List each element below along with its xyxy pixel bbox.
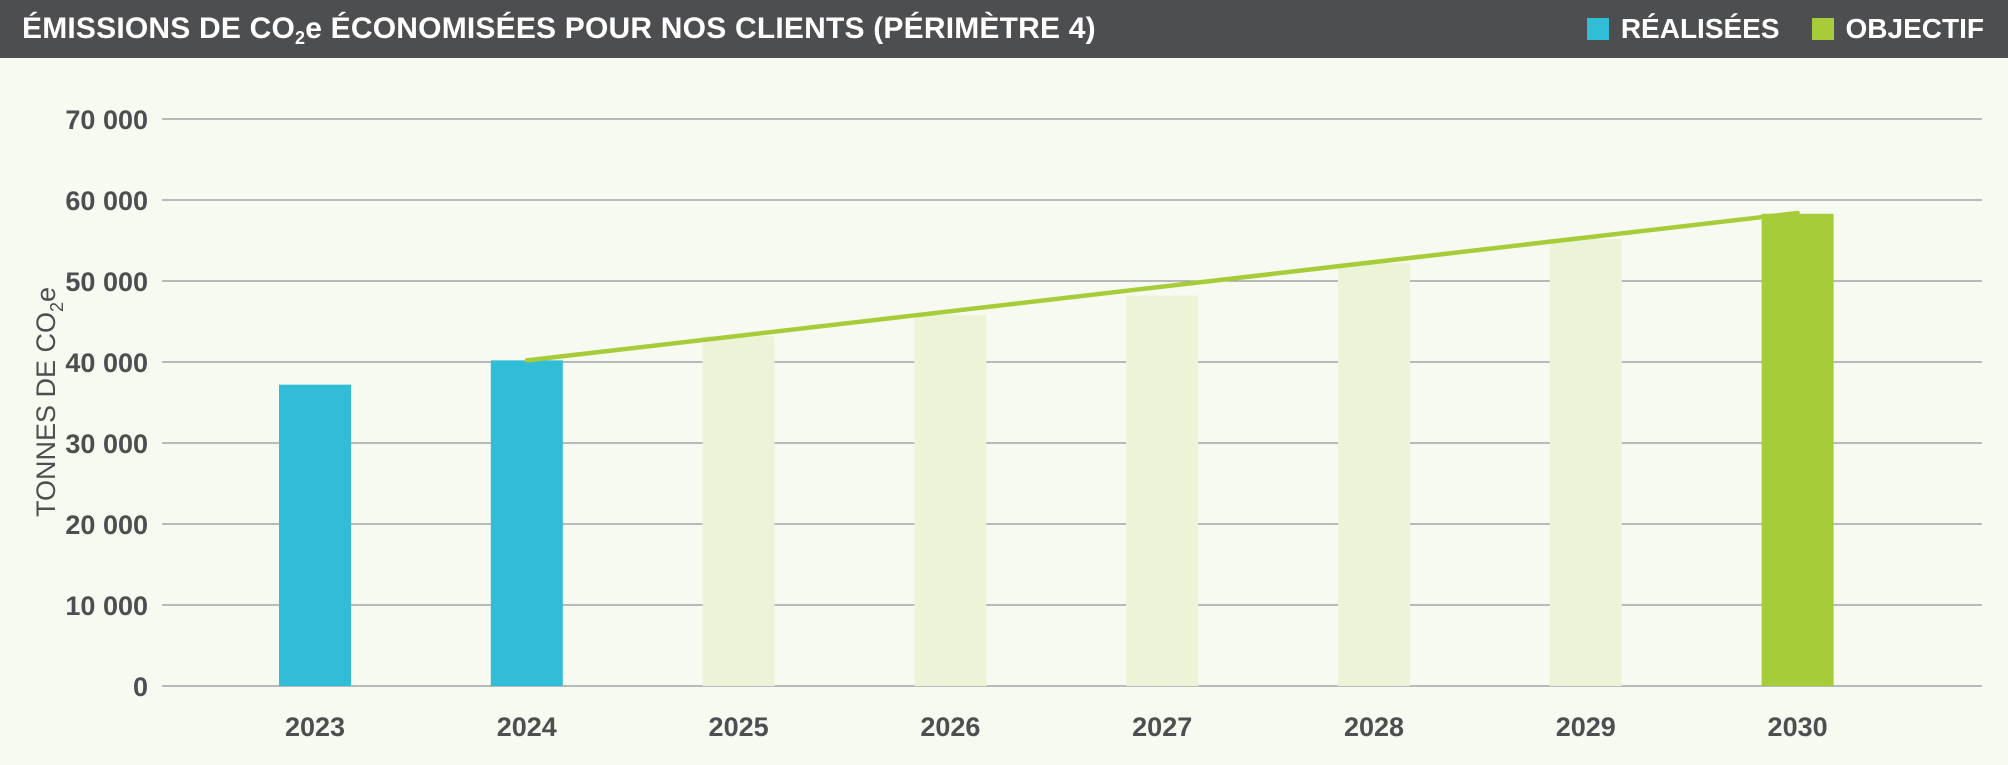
y-tick-labels: 0 10 000 20 000 30 000 40 000 50 000 60 000 70 …: [65, 105, 148, 702]
title-text: ÉMISSIONS DE CO: [22, 12, 296, 45]
title-text-end: e ÉCONOMISÉES POUR NOS CLIENTS (PÉRIMÈTR…: [305, 12, 1096, 45]
bars: [279, 213, 1834, 686]
legend-swatch-objectif: [1811, 18, 1834, 40]
bar-2030: [1761, 213, 1834, 686]
x-tick-2025: 2025: [709, 712, 769, 742]
y-tick-40000: 40 000: [65, 348, 148, 378]
x-tick-labels: 2023 2024 2025 2026 2027 2028 2029 2030: [285, 712, 1828, 742]
bar-chart: 0 10 000 20 000 30 000 40 000 50 000 60 000 70 …: [31, 105, 1982, 742]
legend-item-realisees: RÉALISÉES: [1586, 13, 1780, 45]
bar-2023: [279, 384, 351, 686]
y-tick-50000: 50 000: [65, 267, 148, 297]
x-tick-2024: 2024: [497, 712, 557, 742]
legend-label-objectif: OBJECTIF: [1845, 13, 1984, 44]
y-axis-label: TONNES DE CO2e: [31, 287, 67, 517]
chart-area: 0 10 000 20 000 30 000 40 000 50 000 60 000 70 …: [0, 58, 2008, 760]
chart-header: ÉMISSIONS DE CO2e ÉCONOMISÉES POUR NOS C…: [0, 0, 2008, 58]
y-tick-30000: 30 000: [65, 429, 148, 459]
y-tick-10000: 10 000: [65, 591, 148, 621]
bar-2029: [1549, 238, 1622, 686]
x-tick-2029: 2029: [1556, 712, 1616, 742]
legend-swatch-realisees: [1586, 18, 1609, 40]
gridlines: [162, 118, 1982, 687]
y-tick-70000: 70 000: [65, 105, 148, 135]
x-tick-2027: 2027: [1132, 712, 1192, 742]
bar-2025: [702, 336, 775, 686]
bar-2028: [1338, 263, 1410, 686]
chart-title: ÉMISSIONS DE CO2e ÉCONOMISÉES POUR NOS C…: [22, 12, 1096, 48]
x-tick-2030: 2030: [1768, 712, 1828, 742]
y-axis-label-text: TONNES DE CO: [31, 312, 61, 517]
y-tick-60000: 60 000: [65, 186, 148, 216]
x-tick-2026: 2026: [920, 712, 980, 742]
x-tick-2028: 2028: [1344, 712, 1404, 742]
y-axis-label-subscript: 2: [47, 302, 67, 312]
bar-2024: [490, 360, 563, 686]
y-tick-20000: 20 000: [65, 510, 148, 540]
title-subscript: 2: [295, 28, 306, 48]
legend-label-realisees: RÉALISÉES: [1620, 13, 1780, 44]
legend-item-objectif: OBJECTIF: [1811, 13, 1984, 45]
bar-2027: [1126, 295, 1199, 686]
x-tick-2023: 2023: [285, 712, 345, 742]
trend-line: [524, 210, 1800, 363]
legend: RÉALISÉES OBJECTIF: [1586, 13, 1984, 45]
y-tick-0: 0: [133, 672, 148, 702]
y-axis-label-suffix: e: [31, 287, 61, 302]
trend-line-group: [524, 210, 1800, 363]
bar-2026: [914, 315, 987, 686]
